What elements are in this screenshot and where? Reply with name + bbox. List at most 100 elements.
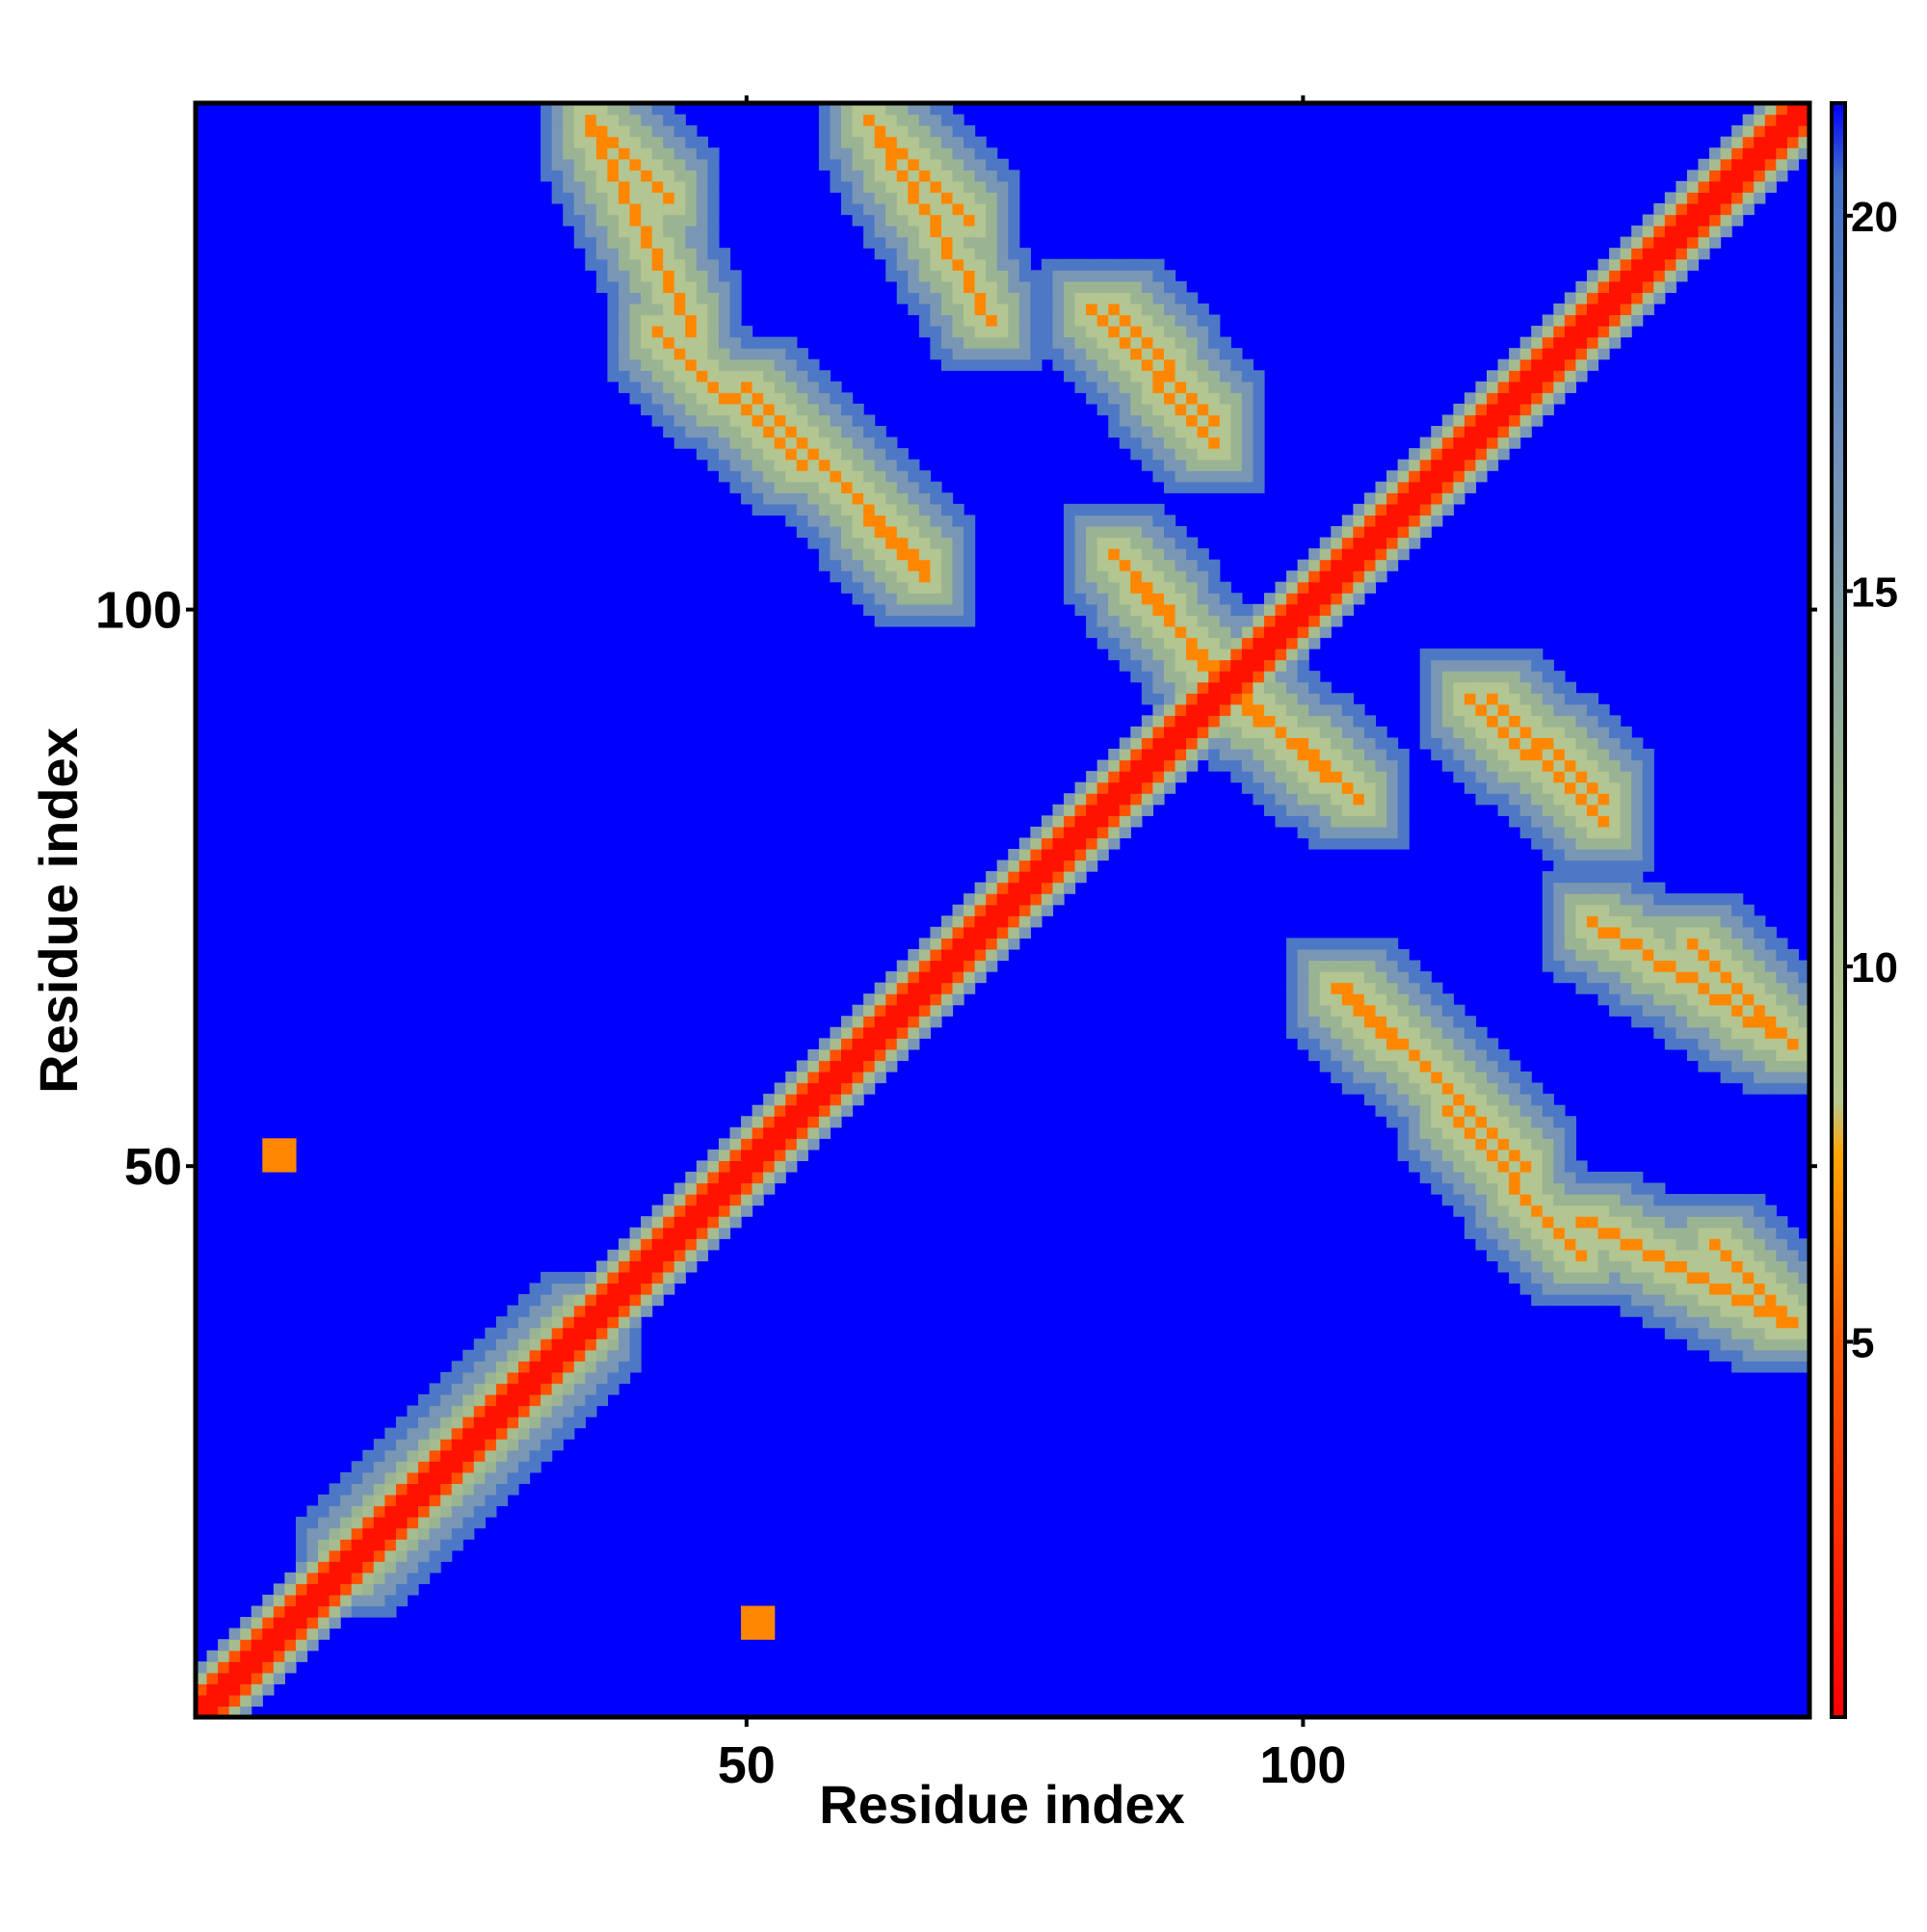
heatmap-cell xyxy=(1141,726,1154,739)
heatmap-cell xyxy=(841,180,854,194)
heatmap-cell xyxy=(986,326,998,338)
heatmap-cell xyxy=(1441,470,1454,483)
heatmap-cell xyxy=(673,314,686,327)
heatmap-cell xyxy=(1363,1060,1377,1072)
heatmap-cell xyxy=(1419,1104,1432,1117)
heatmap-cell xyxy=(1597,715,1610,728)
heatmap-cell xyxy=(329,1572,341,1584)
heatmap-cell xyxy=(1564,826,1577,839)
heatmap-cell xyxy=(1397,1072,1410,1084)
heatmap-cell xyxy=(841,581,854,594)
heatmap-cell xyxy=(930,537,942,549)
heatmap-cell xyxy=(918,248,932,260)
heatmap-cell xyxy=(974,971,987,984)
heatmap-cell xyxy=(1597,960,1610,972)
heatmap-cell xyxy=(986,348,998,360)
heatmap-cell xyxy=(1119,326,1131,338)
heatmap-cell xyxy=(874,136,886,148)
heatmap-cell xyxy=(618,103,631,116)
heatmap-cell xyxy=(1041,348,1054,360)
heatmap-cell xyxy=(1597,882,1610,894)
heatmap-cell xyxy=(1409,492,1421,505)
heatmap-cell xyxy=(1219,358,1231,371)
heatmap-cell xyxy=(1363,1038,1377,1050)
heatmap-cell xyxy=(629,270,642,282)
heatmap-cell xyxy=(1064,525,1076,539)
heatmap-cell xyxy=(1553,1126,1566,1139)
heatmap-cell xyxy=(306,1605,319,1618)
heatmap-cell xyxy=(1096,280,1109,293)
heatmap-cell xyxy=(1731,1327,1744,1339)
heatmap-cell xyxy=(1286,1026,1299,1039)
heatmap-cell xyxy=(1575,1160,1588,1173)
heatmap-cell xyxy=(1519,1149,1532,1162)
heatmap-cell xyxy=(1297,826,1309,839)
heatmap-cell xyxy=(663,270,675,282)
heatmap-cell xyxy=(1542,826,1554,839)
heatmap-cell xyxy=(1631,804,1644,816)
heatmap-cell xyxy=(1108,503,1121,516)
heatmap-cell xyxy=(1219,681,1231,694)
heatmap-cell xyxy=(495,1494,509,1507)
x-tick-label: 50 xyxy=(718,1736,776,1794)
heatmap-cell xyxy=(663,1216,675,1229)
heatmap-cell xyxy=(1108,759,1121,772)
heatmap-cell xyxy=(763,1138,776,1151)
heatmap-cell xyxy=(1786,125,1800,138)
heatmap-cell xyxy=(885,470,898,483)
heatmap-cell xyxy=(1119,370,1131,383)
heatmap-cell xyxy=(1764,982,1777,994)
heatmap-cell xyxy=(685,158,698,171)
heatmap-cell xyxy=(1208,326,1221,338)
heatmap-cell xyxy=(1731,1016,1744,1028)
heatmap-cell xyxy=(1175,392,1187,405)
heatmap-cell xyxy=(295,1639,308,1652)
heatmap-cell xyxy=(952,125,964,138)
heatmap-cell xyxy=(1531,837,1544,850)
heatmap-cell xyxy=(1297,759,1309,772)
heatmap-cell xyxy=(1331,993,1343,1006)
heatmap-cell xyxy=(1353,548,1365,561)
heatmap-cell xyxy=(1686,926,1700,939)
heatmap-cell xyxy=(996,202,1009,216)
heatmap-cell xyxy=(1152,615,1165,627)
heatmap-cell xyxy=(763,381,776,393)
heatmap-cell xyxy=(1164,326,1176,338)
heatmap-cell xyxy=(1698,1194,1710,1206)
heatmap-cell xyxy=(1698,1294,1710,1307)
heatmap-cell xyxy=(541,103,553,116)
heatmap-cell xyxy=(1341,1082,1354,1095)
heatmap-cell xyxy=(996,170,1009,182)
heatmap-cell xyxy=(718,381,731,393)
heatmap-cell xyxy=(1531,726,1544,739)
heatmap-cell xyxy=(329,1527,341,1540)
heatmap-cell xyxy=(1798,1048,1809,1062)
heatmap-cell xyxy=(1642,882,1654,894)
heatmap-cell xyxy=(1731,971,1744,984)
heatmap-cell xyxy=(1487,681,1499,694)
heatmap-cell xyxy=(585,170,597,182)
heatmap-cell xyxy=(1586,938,1599,950)
heatmap-cell xyxy=(1475,1026,1488,1039)
heatmap-cell xyxy=(1497,381,1510,393)
heatmap-cell xyxy=(573,125,586,138)
heatmap-cell xyxy=(807,381,820,393)
heatmap-cell xyxy=(1553,693,1566,705)
heatmap-cell xyxy=(1509,1260,1521,1273)
heatmap-cell xyxy=(607,103,620,116)
heatmap-cell xyxy=(1709,948,1722,962)
heatmap-cell xyxy=(818,1126,832,1139)
heatmap-cell xyxy=(729,292,742,304)
heatmap-cell xyxy=(1363,1094,1377,1106)
heatmap-cell xyxy=(741,1194,753,1206)
heatmap-cell xyxy=(1208,703,1221,716)
heatmap-cell xyxy=(896,202,909,216)
heatmap-cell xyxy=(1575,771,1588,783)
heatmap-cell xyxy=(1319,537,1332,549)
heatmap-cell xyxy=(1341,548,1354,561)
heatmap-cell xyxy=(874,503,886,516)
heatmap-cell xyxy=(1008,326,1020,338)
heatmap-cell xyxy=(529,1294,541,1307)
heatmap-cell xyxy=(696,147,708,160)
heatmap-cell xyxy=(641,270,653,282)
